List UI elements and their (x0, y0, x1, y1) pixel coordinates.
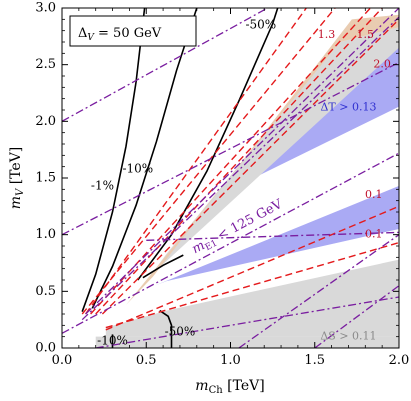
region-5 (126, 14, 399, 305)
annotation-6: 1.5 (357, 28, 375, 41)
series-red-8 (90, 8, 371, 315)
axis-ticks: 0.0 0.5 1.0 1.5 2.0 0.0 0.5 1.0 1.5 2.0 2.5 3.0 (35, 1, 409, 369)
annotation-1: -10% (122, 161, 153, 175)
series-purple-17 (85, 8, 399, 315)
annotation-2: -50% (245, 18, 276, 32)
chart-regions (95, 14, 399, 348)
y-tick-label: 1.5 (35, 171, 56, 186)
x-tick-label: 1.0 (220, 353, 241, 368)
series-black-4 (159, 309, 173, 348)
series-purple-19 (95, 296, 399, 348)
series-purple-20 (238, 234, 399, 348)
x-tick-label: 0.5 (136, 353, 157, 368)
legend-sub: V (87, 33, 95, 43)
series-red-11 (105, 205, 399, 331)
series-red-9 (95, 8, 383, 315)
annotation-0: -1% (91, 178, 114, 192)
series-red-12 (105, 241, 399, 329)
y-tick-label: 0.0 (35, 341, 56, 356)
legend-prefix: Δ (78, 26, 87, 41)
annotation-9: 0.1 (365, 228, 383, 241)
series-red-10 (101, 18, 399, 315)
annotation-5: 1.3 (318, 28, 336, 41)
region-1 (105, 259, 399, 337)
series-purple-16 (81, 16, 399, 321)
annotation-11: ΔS > 0.11 (320, 330, 376, 343)
region-2 (154, 185, 399, 286)
annotation-7: 2.0 (373, 58, 391, 71)
chart-lines (62, 8, 399, 348)
series-red-7 (85, 8, 307, 315)
annotation-4: -10% (97, 334, 128, 348)
y-axis-title: mV [TeV] (8, 147, 26, 210)
series-purple-13 (62, 8, 268, 122)
legend-suffix: = 50 GeV (94, 26, 162, 41)
x-tick-label: 0.0 (52, 353, 73, 368)
annotation-3: -50% (165, 325, 196, 339)
series-black-3 (142, 254, 184, 279)
region-4 (149, 27, 399, 277)
series-red-6 (81, 8, 336, 315)
legend-box: ΔV = 50 GeV (69, 15, 197, 47)
x-tick-label: 2.0 (389, 353, 410, 368)
series-purple-18 (146, 231, 399, 241)
y-tick-label: 0.5 (35, 284, 56, 299)
y-tick-label: 2.5 (35, 57, 56, 72)
series-black-0 (81, 8, 146, 312)
y-tick-label: 3.0 (35, 1, 56, 16)
series-purple-14 (62, 61, 399, 236)
annotation-10: ΔT > 0.13 (320, 101, 376, 114)
series-purple-21 (314, 285, 399, 348)
y-tick-label: 2.0 (35, 114, 56, 129)
x-axis-title: mCh [TeV] (195, 378, 264, 396)
legend-text: ΔV = 50 GeV (78, 26, 162, 43)
series-black-1 (91, 8, 198, 309)
series-black-2 (137, 8, 279, 281)
x-tick-label: 1.5 (304, 353, 325, 368)
annotation-8: 0.1 (365, 188, 383, 201)
y-tick-label: 1.0 (35, 227, 56, 242)
